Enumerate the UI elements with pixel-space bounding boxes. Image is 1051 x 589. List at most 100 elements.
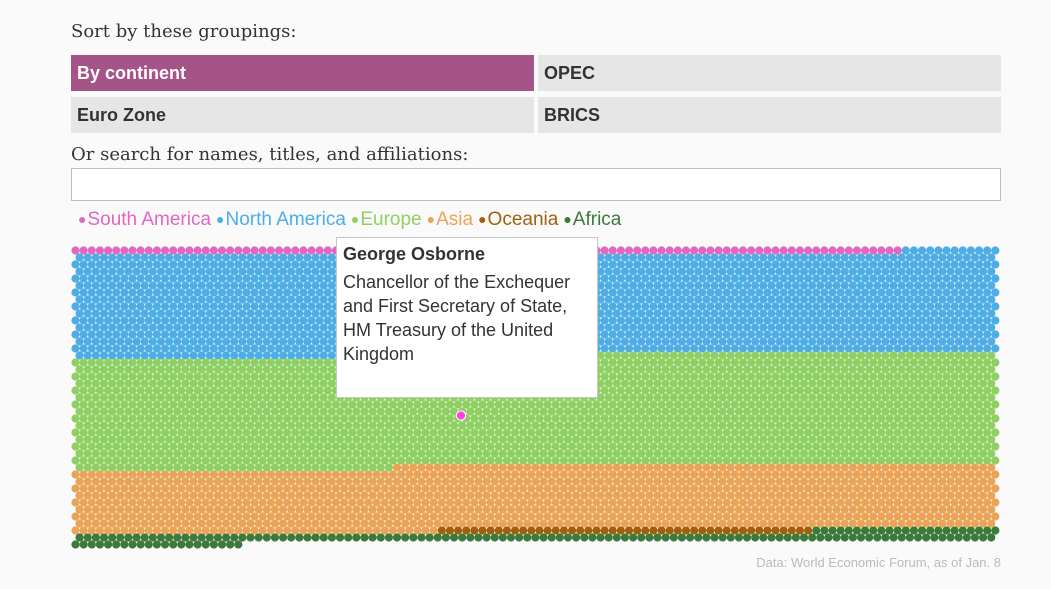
attendee-dot (409, 533, 418, 542)
attendee-dot (624, 484, 634, 493)
attendee-dot (307, 498, 316, 507)
attendee-dot (226, 302, 235, 311)
attendee-dot (783, 295, 792, 304)
attendee-dot (421, 512, 430, 521)
attendee-dot (555, 449, 564, 458)
attendee-dot (319, 323, 328, 332)
euro-zone-button[interactable]: Euro Zone (71, 97, 534, 133)
attendee-dot (87, 442, 96, 451)
attendee-dot (979, 491, 988, 500)
attendee-dot (604, 449, 613, 458)
attendee-dot (401, 463, 410, 472)
attendee-dot (775, 309, 784, 318)
attendee-dot (714, 414, 723, 423)
attendee-dot (979, 463, 988, 472)
attendee-dot (482, 435, 491, 444)
attendee-dot (962, 505, 971, 514)
attendee-dot (592, 428, 601, 437)
attendee-dot (706, 372, 715, 381)
attendee-dot (669, 309, 678, 318)
attendee-dot (490, 505, 499, 514)
attendee-dot (881, 337, 890, 346)
legend-item-north-america: ●North America (216, 209, 346, 230)
attendee-dot (624, 470, 634, 479)
attendee-dot (201, 344, 210, 353)
attendee-dot (628, 491, 638, 500)
attendee-dot (677, 407, 687, 416)
attendee-dot (75, 253, 84, 262)
attendee-dot (877, 288, 886, 297)
attendee-dot (751, 379, 760, 388)
attendee-dot (742, 365, 752, 374)
attendee-dot (938, 463, 947, 472)
attendee-dot (836, 302, 845, 311)
attendee-dot (681, 442, 691, 451)
attendee-dot (905, 351, 914, 360)
attendee-dot (954, 365, 963, 374)
attendee-dot (559, 484, 568, 493)
attendee-dot (974, 400, 984, 409)
attendee-dot (942, 386, 951, 395)
attendee-dot (869, 400, 878, 409)
attendee-dot (71, 316, 80, 325)
attendee-dot (799, 337, 809, 346)
attendee-dot (563, 449, 573, 458)
attendee-dot (323, 372, 332, 381)
attendee-dot (694, 323, 703, 332)
attendee-dot (787, 260, 796, 269)
attendee-dot (205, 533, 214, 542)
attendee-dot (360, 491, 369, 500)
attendee-dot (576, 526, 585, 535)
attendee-dot (311, 519, 320, 528)
attendee-dot (209, 372, 218, 381)
attendee-dot (649, 344, 658, 353)
attendee-dot (726, 449, 735, 458)
attendee-dot (409, 519, 418, 528)
attendee-dot (380, 428, 389, 437)
attendee-dot (311, 491, 320, 500)
attendee-dot (685, 491, 695, 500)
attendee-dot (506, 477, 516, 486)
attendee-dot (274, 456, 284, 465)
search-input[interactable] (71, 168, 1001, 201)
attendee-dot (893, 526, 902, 535)
attendee-dot (633, 484, 642, 493)
attendee-dot (559, 400, 568, 409)
attendee-dot (909, 428, 919, 437)
attendee-dot (804, 372, 813, 381)
attendee-dot (278, 393, 288, 402)
attendee-dot (742, 337, 752, 346)
attendee-dot (946, 295, 955, 304)
attendee-dot (246, 309, 255, 318)
attendee-dot (433, 533, 442, 542)
attendee-dot (966, 470, 976, 479)
attendee-dot (83, 449, 92, 458)
opec-button[interactable]: OPEC (538, 55, 1001, 91)
attendee-dot (539, 505, 548, 514)
attendee-dot (278, 435, 288, 444)
attendee-dot (641, 484, 650, 493)
attendee-dot (885, 260, 894, 269)
attendee-dot (238, 463, 247, 472)
attendee-dot (458, 477, 467, 486)
attendee-dot (331, 512, 341, 521)
attendee-dot (612, 337, 621, 346)
attendee-dot (152, 456, 161, 465)
attendee-dot (816, 379, 825, 388)
attendee-dot (193, 442, 202, 451)
attendee-dot (893, 372, 902, 381)
attendee-dot (71, 260, 80, 269)
attendee-dot (694, 477, 703, 486)
attendee-dot (397, 526, 406, 535)
attendee-dot (262, 505, 271, 514)
attendee-dot (250, 442, 259, 451)
brics-button[interactable]: BRICS (538, 97, 1001, 133)
attendee-dot (453, 526, 463, 535)
attendee-dot (799, 309, 809, 318)
attendee-dot (844, 414, 853, 423)
attendee-dot (763, 246, 772, 255)
by-continent-button[interactable]: By continent (71, 55, 534, 91)
attendee-dot (836, 484, 845, 493)
attendee-dot (283, 414, 292, 423)
attendee-dot (502, 498, 512, 507)
